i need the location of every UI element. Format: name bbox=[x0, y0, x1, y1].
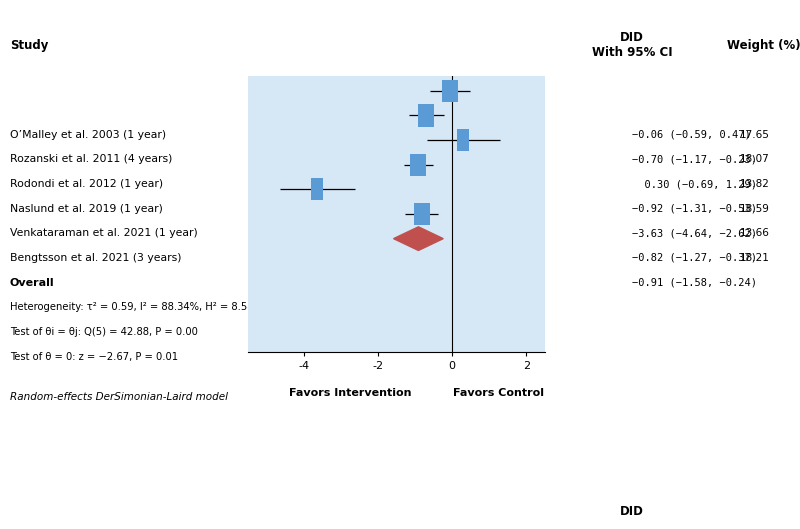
Text: 18.21: 18.21 bbox=[740, 253, 770, 263]
Text: With 95% CI: With 95% CI bbox=[592, 46, 672, 59]
Bar bbox=[418, 104, 434, 126]
Text: Naslund et al. 2019 (1 year): Naslund et al. 2019 (1 year) bbox=[10, 204, 163, 214]
Text: Impact of Plaque Visualization vs Control on FRS Omitting: Impact of Plaque Visualization vs Contro… bbox=[172, 437, 628, 451]
Text: B: B bbox=[10, 419, 21, 433]
Text: 13.66: 13.66 bbox=[740, 229, 770, 239]
Bar bbox=[458, 129, 470, 151]
Text: DID: DID bbox=[620, 505, 644, 518]
Text: Favors Intervention: Favors Intervention bbox=[289, 388, 411, 398]
Text: Favors Control: Favors Control bbox=[453, 388, 544, 398]
Text: O’Malley et al. 2003 (1 year): O’Malley et al. 2003 (1 year) bbox=[10, 130, 166, 140]
Text: Rozanski et al. 2011 (4 years): Rozanski et al. 2011 (4 years) bbox=[10, 154, 172, 165]
Text: Test of θ = 0: z = −2.67, P = 0.01: Test of θ = 0: z = −2.67, P = 0.01 bbox=[10, 352, 178, 361]
Text: Bengtsson et al. 2021 (3 years): Bengtsson et al. 2021 (3 years) bbox=[10, 253, 182, 263]
Text: −0.70 (−1.17, −0.23): −0.70 (−1.17, −0.23) bbox=[632, 154, 757, 165]
Text: Rodondi et al. 2012 (1 year): Rodondi et al. 2012 (1 year) bbox=[10, 179, 163, 189]
Text: −0.82 (−1.27, −0.37): −0.82 (−1.27, −0.37) bbox=[632, 253, 757, 263]
Text: Venkataraman et al. (2021) Study: Venkataraman et al. (2021) Study bbox=[267, 464, 533, 479]
Text: 0.30 (−0.69, 1.29): 0.30 (−0.69, 1.29) bbox=[632, 179, 757, 189]
Text: Overall: Overall bbox=[10, 278, 54, 288]
Bar bbox=[442, 80, 458, 102]
Text: −0.92 (−1.31, −0.53): −0.92 (−1.31, −0.53) bbox=[632, 204, 757, 214]
Text: 17.65: 17.65 bbox=[740, 130, 770, 140]
Text: DID: DID bbox=[620, 31, 644, 44]
Text: Impact of Plaque Visualization vs Control on FRS: Impact of Plaque Visualization vs Contro… bbox=[209, 7, 591, 21]
Bar bbox=[410, 153, 426, 176]
Text: Random-effects DerSimonian-Laird model: Random-effects DerSimonian-Laird model bbox=[10, 392, 228, 402]
Text: −3.63 (−4.64, −2.62): −3.63 (−4.64, −2.62) bbox=[632, 229, 757, 239]
Bar bbox=[414, 203, 430, 225]
Text: Venkataraman et al. 2021 (1 year): Venkataraman et al. 2021 (1 year) bbox=[10, 229, 198, 239]
Text: Test of θi = θj: Q(5) = 42.88, P = 0.00: Test of θi = θj: Q(5) = 42.88, P = 0.00 bbox=[10, 327, 198, 337]
Text: −0.06 (−0.59, 0.47): −0.06 (−0.59, 0.47) bbox=[632, 130, 750, 140]
Text: Weight (%): Weight (%) bbox=[727, 39, 800, 51]
Text: Study: Study bbox=[10, 39, 48, 51]
Text: −0.91 (−1.58, −0.24): −0.91 (−1.58, −0.24) bbox=[632, 278, 757, 288]
Polygon shape bbox=[394, 227, 443, 250]
Text: 13.82: 13.82 bbox=[740, 179, 770, 189]
Text: 18.07: 18.07 bbox=[740, 154, 770, 165]
Text: A: A bbox=[10, 7, 21, 21]
Bar bbox=[311, 178, 323, 200]
Text: 18.59: 18.59 bbox=[740, 204, 770, 214]
Text: Heterogeneity: τ² = 0.59, I² = 88.34%, H² = 8.58: Heterogeneity: τ² = 0.59, I² = 88.34%, H… bbox=[10, 302, 254, 312]
